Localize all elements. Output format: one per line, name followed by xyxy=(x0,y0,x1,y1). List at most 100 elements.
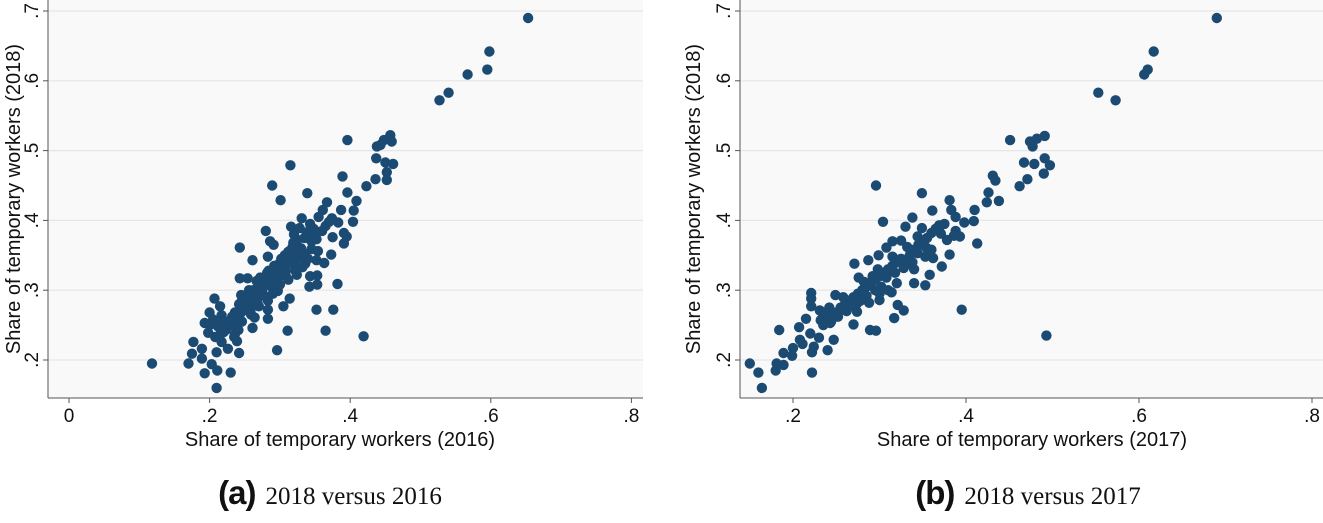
data-point xyxy=(278,301,289,312)
data-point xyxy=(1029,158,1040,170)
scatter-points-a xyxy=(146,12,534,394)
data-point xyxy=(956,304,967,315)
data-point xyxy=(1022,174,1033,185)
x-tick-label: .4 xyxy=(342,406,358,427)
y-tick-label: .5 xyxy=(714,143,735,159)
x-axis-label-b: Share of temporary workers (2017) xyxy=(877,429,1187,451)
data-point xyxy=(907,257,918,268)
data-point xyxy=(288,229,300,240)
data-point xyxy=(312,279,323,290)
data-point xyxy=(327,232,338,243)
data-point xyxy=(304,281,315,292)
data-point xyxy=(212,365,223,376)
data-point xyxy=(920,251,931,262)
data-point xyxy=(358,331,369,342)
data-point xyxy=(204,319,215,331)
data-point xyxy=(944,249,955,260)
data-point xyxy=(778,359,789,371)
data-point xyxy=(948,230,960,241)
data-point xyxy=(351,195,362,207)
data-point xyxy=(1041,330,1052,341)
data-point xyxy=(361,181,372,192)
data-point xyxy=(849,258,860,269)
data-point xyxy=(348,205,359,216)
data-point xyxy=(863,297,875,308)
data-point xyxy=(787,342,799,354)
data-point xyxy=(347,216,359,227)
data-point xyxy=(907,212,918,223)
data-point xyxy=(870,325,882,336)
x-tick-label: .2 xyxy=(202,406,218,427)
data-point xyxy=(241,292,252,303)
data-point xyxy=(1093,87,1104,98)
data-point xyxy=(255,272,266,283)
data-point xyxy=(196,353,208,364)
data-point xyxy=(311,304,322,315)
data-point xyxy=(806,367,818,378)
data-point xyxy=(188,336,199,348)
data-point xyxy=(267,288,279,299)
data-point xyxy=(873,250,884,261)
data-point xyxy=(983,187,994,198)
data-point xyxy=(262,313,274,324)
data-point xyxy=(806,347,818,358)
data-point xyxy=(944,195,955,206)
data-point xyxy=(848,319,859,330)
data-point xyxy=(296,213,307,224)
data-point xyxy=(214,329,226,341)
gridlines-a xyxy=(48,10,643,361)
panel-b: .2 .4 .6 .8 .2 .3 .4 .5 .6 .7 Share of temporary… xyxy=(683,0,1323,451)
data-point xyxy=(242,273,253,284)
data-point xyxy=(1148,46,1159,57)
data-point xyxy=(828,334,839,345)
data-point xyxy=(326,249,337,260)
data-point xyxy=(323,216,335,227)
caption-tag-b: (b) xyxy=(915,474,955,511)
data-point xyxy=(236,316,248,327)
data-point xyxy=(271,345,283,356)
y-tick-label: .4 xyxy=(714,212,735,228)
data-point xyxy=(855,295,866,306)
data-point xyxy=(838,292,849,303)
data-point xyxy=(1139,69,1150,80)
data-point xyxy=(786,350,798,361)
y-tick-label: .4 xyxy=(22,212,43,228)
data-point xyxy=(1044,160,1056,171)
data-point xyxy=(229,329,241,340)
data-point xyxy=(247,322,258,334)
x-ticks-b: .2 .4 .6 .8 xyxy=(785,398,1320,427)
data-point xyxy=(900,221,911,232)
data-point xyxy=(342,134,353,146)
data-point xyxy=(889,312,900,324)
data-point xyxy=(321,197,333,208)
data-point xyxy=(370,174,381,185)
data-point xyxy=(800,313,812,324)
data-point xyxy=(252,297,263,308)
data-point xyxy=(320,325,331,336)
data-point xyxy=(936,261,947,272)
data-point xyxy=(882,285,894,296)
x-tick-label: .4 xyxy=(958,406,974,427)
data-point xyxy=(813,332,825,343)
data-point xyxy=(806,301,817,312)
data-point xyxy=(993,195,1005,207)
data-point xyxy=(891,278,902,289)
data-point xyxy=(793,322,805,333)
data-point xyxy=(335,204,347,216)
data-point xyxy=(462,69,473,80)
data-point xyxy=(898,262,909,274)
y-tick-label: .6 xyxy=(22,73,43,89)
x-tick-label: 0 xyxy=(64,406,75,427)
data-point xyxy=(990,175,1001,186)
data-point xyxy=(302,188,313,199)
data-point xyxy=(863,255,874,266)
data-point xyxy=(319,257,330,269)
data-point xyxy=(895,253,907,264)
scatter-figure: 0 .2 .4 .6 .8 .2 .3 .4 .5 .6 .7 Share of temporar… xyxy=(3,0,1323,451)
data-point xyxy=(222,343,234,354)
data-point xyxy=(778,347,789,359)
data-point xyxy=(926,244,937,255)
data-point xyxy=(969,204,980,216)
data-point xyxy=(268,239,279,250)
caption-a: (a) 2018 versus 2016 xyxy=(130,474,530,518)
